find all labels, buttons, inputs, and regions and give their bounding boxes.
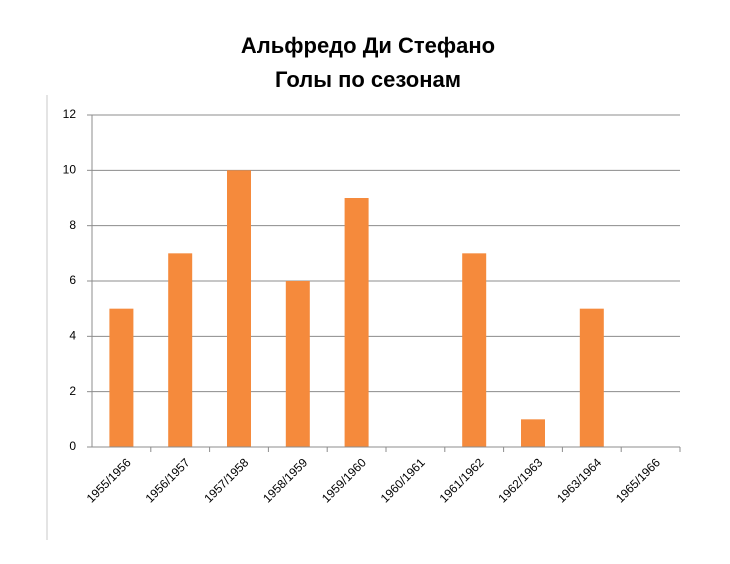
chart-title: Альфредо Ди Стефано <box>241 33 495 58</box>
x-tick-label: 1956/1957 <box>143 455 193 505</box>
bar <box>462 253 487 447</box>
y-tick-label: 2 <box>69 384 76 398</box>
bar <box>109 308 134 447</box>
x-tick-label: 1957/1958 <box>201 455 251 505</box>
y-tick-label: 4 <box>69 329 76 343</box>
x-tick-label: 1959/1960 <box>319 455 369 505</box>
bar <box>521 419 545 447</box>
bar <box>344 198 369 447</box>
y-tick-label: 10 <box>63 163 77 177</box>
y-tick-label: 0 <box>69 439 76 453</box>
x-tick-label: 1955/1956 <box>84 455 134 505</box>
chart-title: Голы по сезонам <box>275 67 461 92</box>
bar <box>285 281 310 447</box>
y-tick-label: 8 <box>69 218 76 232</box>
bar <box>227 170 251 448</box>
x-tick-label: 1965/1966 <box>613 455 663 505</box>
x-tick-label: 1958/1959 <box>260 455 310 505</box>
x-tick-label: 1961/1962 <box>437 455 487 505</box>
bar <box>168 253 193 447</box>
bar <box>579 308 604 447</box>
y-tick-label: 6 <box>69 273 76 287</box>
x-tick-label: 1963/1964 <box>554 455 604 505</box>
y-tick-label: 12 <box>63 107 77 121</box>
x-tick-label: 1962/1963 <box>495 455 545 505</box>
x-tick-label: 1960/1961 <box>378 455 428 505</box>
